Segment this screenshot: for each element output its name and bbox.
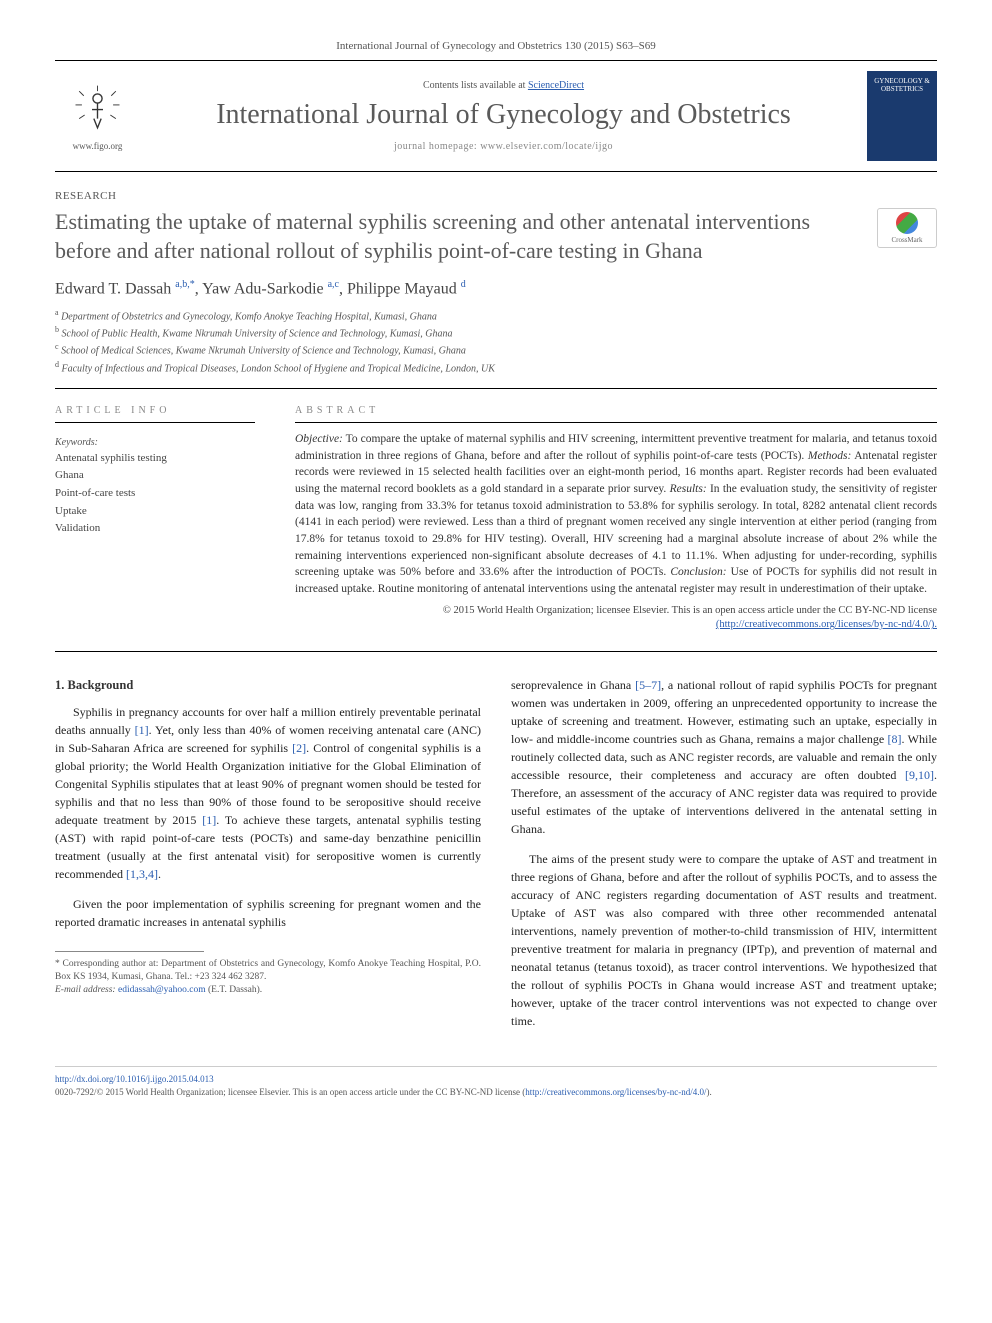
footer-license-link[interactable]: http://creativecommons.org/licenses/by-n… <box>525 1087 706 1097</box>
abstract-bottom-rule <box>55 651 937 652</box>
affiliations: a Department of Obstetrics and Gynecolog… <box>55 307 937 376</box>
article-info-column: ARTICLE INFO Keywords: Antenatal syphili… <box>55 405 255 633</box>
ref-5-7[interactable]: [5–7] <box>635 678 661 692</box>
sciencedirect-link[interactable]: ScienceDirect <box>528 80 584 91</box>
article-page: International Journal of Gynecology and … <box>0 0 992 1128</box>
contents-line: Contents lists available at ScienceDirec… <box>160 80 847 91</box>
abstract-copyright: © 2015 World Health Organization; licens… <box>295 604 937 633</box>
abstract-text: Objective: To compare the uptake of mate… <box>295 431 937 598</box>
body-para-3: seroprevalence in Ghana [5–7], a nationa… <box>511 676 937 838</box>
abstract-methods-label: Methods: <box>808 450 851 462</box>
ref-134[interactable]: [1,3,4] <box>126 867 158 881</box>
journal-homepage: journal homepage: www.elsevier.com/locat… <box>160 141 847 152</box>
ref-1b[interactable]: [1] <box>202 813 216 827</box>
copyright-text: © 2015 World Health Organization; licens… <box>443 605 937 616</box>
running-head: International Journal of Gynecology and … <box>55 40 937 52</box>
body-column-left: 1. Background Syphilis in pregnancy acco… <box>55 676 481 1042</box>
figo-logo-icon <box>70 82 125 137</box>
ref-2[interactable]: [2] <box>292 741 306 755</box>
article-type: RESEARCH <box>55 190 937 202</box>
journal-cover-thumb: GYNECOLOGY & OBSTETRICS <box>867 71 937 161</box>
info-abstract-row: ARTICLE INFO Keywords: Antenatal syphili… <box>55 405 937 633</box>
ref-1a[interactable]: [1] <box>135 723 149 737</box>
contents-text: Contents lists available at <box>423 80 528 91</box>
masthead-center: Contents lists available at ScienceDirec… <box>160 80 847 152</box>
body-para-2: Given the poor implementation of syphili… <box>55 895 481 931</box>
authors-line: Edward T. Dassah a,b,*, Yaw Adu-Sarkodie… <box>55 279 937 298</box>
footer-issn-a: 0020-7292/© 2015 World Health Organizati… <box>55 1087 525 1097</box>
corresponding-author-footnote: * Corresponding author at: Department of… <box>55 958 481 998</box>
abstract-results: In the evaluation study, the sensitivity… <box>295 483 937 578</box>
crossmark-badge[interactable]: CrossMark <box>877 208 937 248</box>
corr-label: * Corresponding author at: <box>55 959 161 969</box>
article-title: Estimating the uptake of maternal syphil… <box>55 208 857 265</box>
body-para-1: Syphilis in pregnancy accounts for over … <box>55 703 481 883</box>
body-column-right: seroprevalence in Ghana [5–7], a nationa… <box>511 676 937 1042</box>
crossmark-icon <box>896 212 918 234</box>
abstract-heading: ABSTRACT <box>295 405 937 423</box>
article-info-heading: ARTICLE INFO <box>55 405 255 423</box>
masthead: www.figo.org Contents lists available at… <box>55 71 937 161</box>
email-name: (E.T. Dassah). <box>208 985 262 995</box>
email-link[interactable]: edidassah@yahoo.com <box>116 985 208 995</box>
body-columns: 1. Background Syphilis in pregnancy acco… <box>55 676 937 1042</box>
footer-rule <box>55 1066 937 1067</box>
keywords-label: Keywords: <box>55 437 255 448</box>
title-row: Estimating the uptake of maternal syphil… <box>55 208 937 265</box>
cover-text: GYNECOLOGY & OBSTETRICS <box>867 77 937 94</box>
body-para-4: The aims of the present study were to co… <box>511 850 937 1030</box>
logo-url: www.figo.org <box>73 141 123 151</box>
email-label: E-mail address: <box>55 985 116 995</box>
top-rule <box>55 60 937 61</box>
info-rule <box>55 388 937 389</box>
footer-issn-b: ). <box>707 1087 712 1097</box>
publisher-logo: www.figo.org <box>55 74 140 159</box>
crossmark-label: CrossMark <box>891 236 922 244</box>
footnote-rule <box>55 951 204 952</box>
license-link[interactable]: (http://creativecommons.org/licenses/by-… <box>716 619 937 630</box>
abstract-conclusion-label: Conclusion: <box>670 566 726 578</box>
abstract-results-label: Results: <box>670 483 707 495</box>
page-footer: http://dx.doi.org/10.1016/j.ijgo.2015.04… <box>55 1073 937 1098</box>
abstract-objective-label: Objective: <box>295 433 343 445</box>
section-1-heading: 1. Background <box>55 676 481 695</box>
abstract-column: ABSTRACT Objective: To compare the uptak… <box>295 405 937 633</box>
keywords-list: Antenatal syphilis testingGhanaPoint-of-… <box>55 450 255 538</box>
journal-name: International Journal of Gynecology and … <box>160 99 847 131</box>
ref-9-10[interactable]: [9,10] <box>905 768 934 782</box>
ref-8[interactable]: [8] <box>888 732 902 746</box>
masthead-rule <box>55 171 937 172</box>
doi-link[interactable]: http://dx.doi.org/10.1016/j.ijgo.2015.04… <box>55 1074 214 1084</box>
